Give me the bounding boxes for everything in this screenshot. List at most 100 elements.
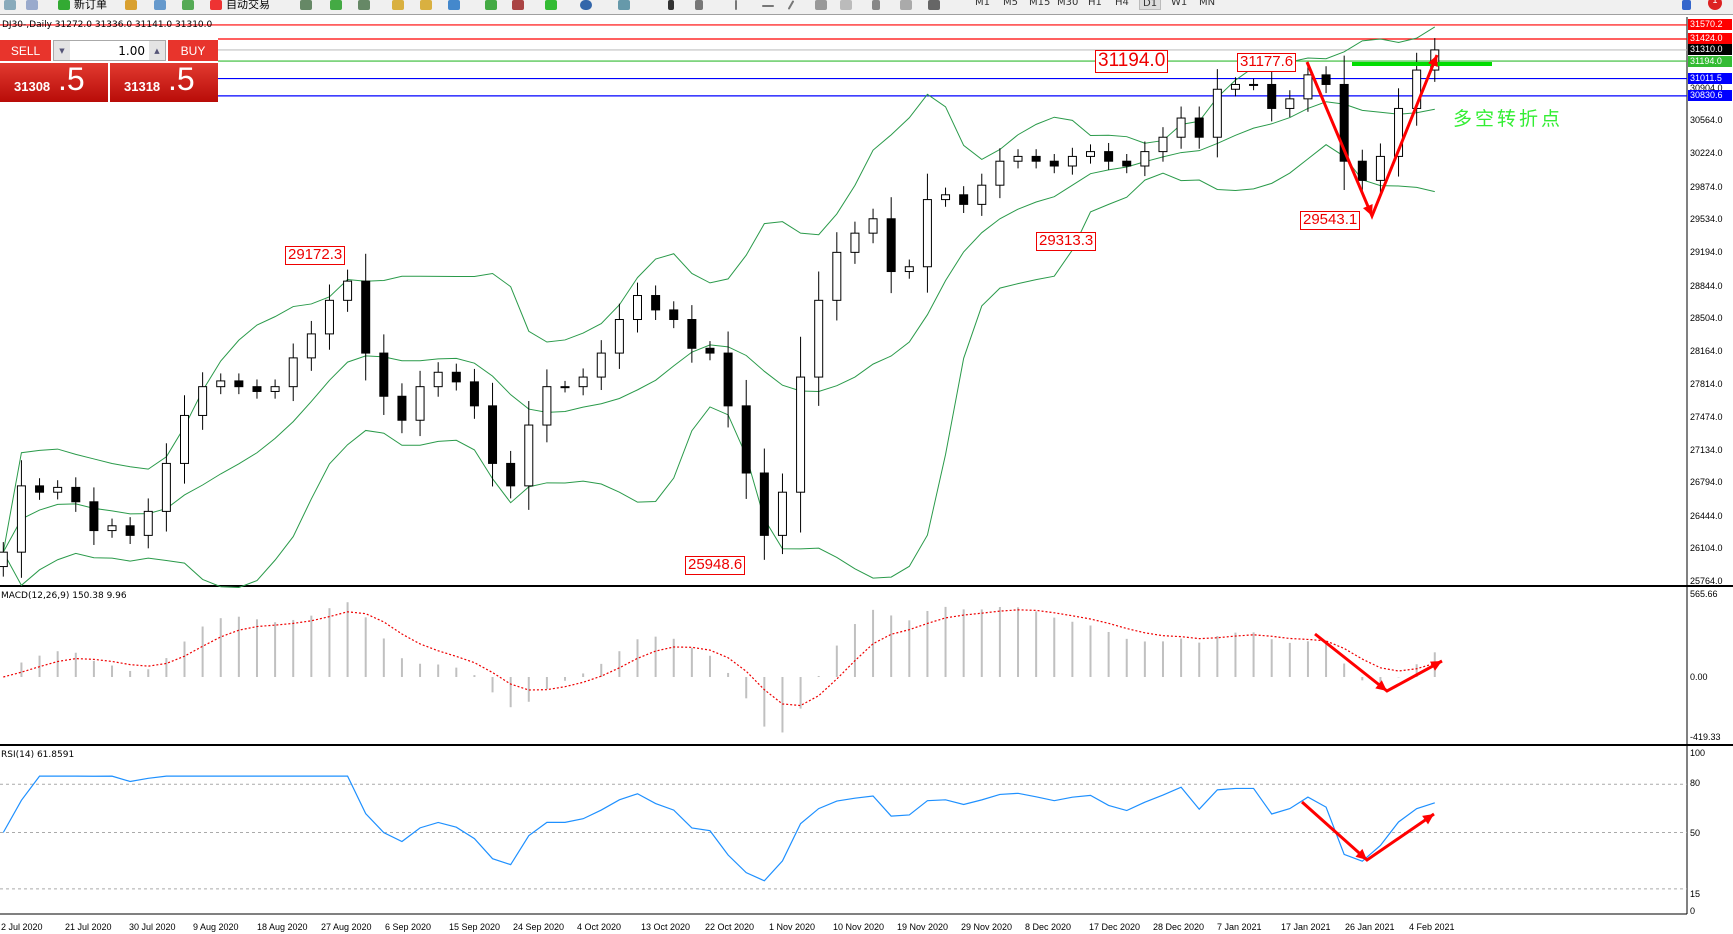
arrow-head-icon bbox=[1422, 814, 1434, 825]
lot-decrease-button[interactable]: ▼ bbox=[54, 41, 70, 60]
notification-badge[interactable]: 1 bbox=[1708, 0, 1722, 10]
timeframe-m5[interactable]: M5 bbox=[1003, 0, 1018, 8]
candle bbox=[1013, 155, 1023, 162]
candle bbox=[596, 352, 606, 378]
navigator-icon[interactable] bbox=[182, 0, 194, 10]
timeframe-m15[interactable]: M15 bbox=[1029, 0, 1051, 8]
macd-histogram-bar bbox=[310, 615, 313, 677]
signals-icon[interactable] bbox=[154, 0, 166, 10]
macd-histogram-bar bbox=[1270, 639, 1273, 677]
vline-icon[interactable] bbox=[735, 0, 737, 10]
candle bbox=[35, 485, 45, 493]
candle bbox=[614, 319, 624, 354]
sell-button[interactable]: SELL bbox=[0, 40, 51, 61]
templates-icon[interactable] bbox=[618, 0, 630, 10]
buy-button[interactable]: BUY bbox=[168, 40, 218, 61]
bar-chart-icon[interactable] bbox=[300, 0, 312, 10]
timeframe-mn[interactable]: MN bbox=[1199, 0, 1216, 8]
periods-icon[interactable] bbox=[580, 0, 592, 10]
sell-price-button[interactable]: 31308 .5 bbox=[0, 61, 108, 102]
candle bbox=[578, 376, 588, 388]
macd-histogram-bar bbox=[400, 658, 403, 677]
candle bbox=[1339, 83, 1349, 162]
candle bbox=[941, 194, 951, 201]
arrows-icon[interactable] bbox=[928, 0, 940, 10]
timeframe-w1[interactable]: W1 bbox=[1171, 0, 1188, 8]
macd-histogram-bar bbox=[944, 606, 947, 677]
label-icon[interactable] bbox=[900, 0, 912, 10]
zoom-icon[interactable] bbox=[26, 0, 38, 10]
price-tick: 27134.0 bbox=[1690, 444, 1723, 455]
line-chart-icon[interactable] bbox=[358, 0, 370, 10]
macd-histogram-bar bbox=[564, 677, 567, 681]
candle bbox=[397, 395, 407, 421]
rsi-tick: 0 bbox=[1690, 906, 1696, 916]
candle bbox=[705, 347, 715, 354]
text-icon[interactable] bbox=[872, 0, 880, 10]
cursor-icon[interactable] bbox=[668, 0, 674, 10]
search-icon[interactable] bbox=[1682, 0, 1691, 10]
macd-histogram-bar bbox=[364, 617, 367, 677]
macd-tick: 565.66 bbox=[1690, 589, 1718, 599]
candle bbox=[922, 199, 932, 268]
zoom-out-icon[interactable] bbox=[420, 0, 432, 10]
buy-price-button[interactable]: 31318 .5 bbox=[110, 61, 218, 102]
candle bbox=[306, 333, 316, 359]
auto-trade-button[interactable]: 自动交易 bbox=[226, 0, 270, 11]
timeframe-h1[interactable]: H1 bbox=[1088, 0, 1102, 8]
zoom-in-icon[interactable] bbox=[392, 0, 404, 10]
price-level-label: 31194.0 bbox=[1688, 55, 1732, 67]
rsi-tick: 50 bbox=[1690, 828, 1701, 838]
date-label: 8 Dec 2020 bbox=[1025, 922, 1072, 932]
macd-histogram-bar bbox=[781, 677, 784, 733]
buy-price-main: 31318 bbox=[124, 79, 161, 94]
indicators-icon[interactable] bbox=[545, 0, 557, 10]
candle bbox=[868, 218, 878, 234]
macd-tick: -419.33 bbox=[1690, 732, 1721, 742]
price-tick: 25764.0 bbox=[1690, 576, 1723, 586]
crosshair-icon[interactable] bbox=[695, 0, 703, 10]
timeframe-m30[interactable]: M30 bbox=[1057, 0, 1079, 8]
candle-chart-icon[interactable] bbox=[330, 0, 342, 10]
fibo-icon[interactable] bbox=[840, 0, 852, 10]
scroll-icon[interactable] bbox=[485, 0, 497, 10]
candle bbox=[0, 551, 8, 568]
shift-icon[interactable] bbox=[512, 0, 524, 10]
price-label: 29543.1 bbox=[1300, 211, 1361, 230]
price-label: 25948.6 bbox=[685, 556, 746, 575]
candle bbox=[343, 280, 353, 301]
channel-icon[interactable] bbox=[815, 0, 827, 10]
macd-histogram-bar bbox=[328, 608, 331, 677]
date-label: 17 Jan 2021 bbox=[1281, 922, 1331, 932]
date-label: 24 Sep 2020 bbox=[513, 922, 565, 932]
date-label: 9 Aug 2020 bbox=[193, 922, 239, 932]
candle bbox=[1104, 151, 1114, 162]
bollinger-band bbox=[2, 144, 1435, 588]
hline-icon[interactable] bbox=[762, 5, 774, 7]
price-tick: 28504.0 bbox=[1690, 313, 1723, 324]
new-order-button[interactable]: 新订单 bbox=[74, 0, 107, 11]
macd-histogram-bar bbox=[926, 610, 929, 677]
date-label: 26 Jan 2021 bbox=[1345, 922, 1395, 932]
arrow-head-icon bbox=[1362, 204, 1373, 216]
timeframe-d1[interactable]: D1 bbox=[1139, 0, 1162, 10]
macd-histogram-bar bbox=[437, 664, 440, 677]
candle bbox=[198, 386, 208, 416]
macd-histogram-bar bbox=[1325, 643, 1328, 677]
lot-increase-button[interactable]: ▲ bbox=[149, 41, 165, 60]
macd-histogram-bar bbox=[1107, 631, 1110, 677]
tile-icon[interactable] bbox=[448, 0, 460, 10]
date-label: 10 Nov 2020 bbox=[833, 922, 885, 932]
file-icon[interactable] bbox=[4, 0, 16, 10]
macd-histogram-bar bbox=[1089, 625, 1092, 677]
market-icon[interactable] bbox=[125, 0, 137, 10]
candle bbox=[1212, 88, 1222, 138]
lot-input[interactable]: 1.00 bbox=[118, 43, 145, 58]
candle bbox=[89, 501, 99, 532]
macd-histogram-bar bbox=[1234, 632, 1237, 677]
candle bbox=[1122, 160, 1132, 167]
timeframe-h4[interactable]: H4 bbox=[1115, 0, 1129, 8]
timeframe-m1[interactable]: M1 bbox=[975, 0, 990, 8]
macd-histogram-bar bbox=[1379, 677, 1382, 686]
